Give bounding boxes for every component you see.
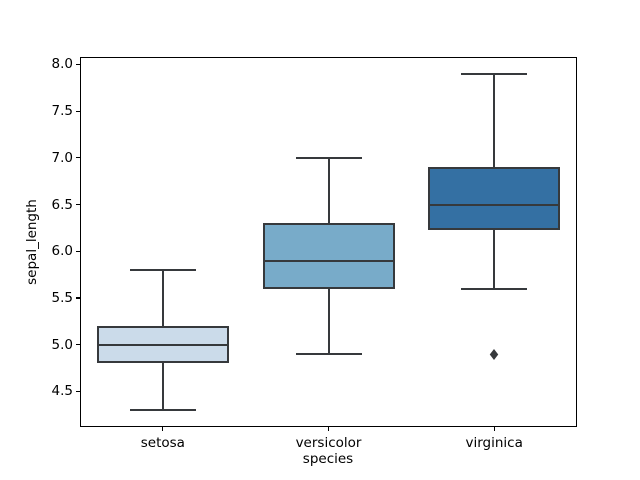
upper-whisker-cap	[461, 72, 528, 75]
y-tick-label: 5.5	[51, 290, 73, 307]
y-tick	[76, 204, 80, 206]
x-tick-label: virginica	[465, 435, 523, 451]
y-tick-label: 4.5	[51, 383, 73, 400]
y-tick	[76, 250, 80, 252]
y-tick-label: 8.0	[51, 56, 73, 73]
upper-whisker-cap	[129, 269, 196, 272]
lower-whisker-cap	[295, 353, 362, 356]
lower-whisker	[493, 230, 496, 289]
upper-whisker	[161, 270, 164, 327]
y-tick-label: 6.0	[51, 243, 73, 260]
y-tick	[76, 390, 80, 393]
upper-whisker	[493, 73, 496, 168]
x-tick	[327, 427, 330, 431]
y-tick-label: 5.0	[51, 336, 73, 353]
x-tick-label: versicolor	[295, 435, 362, 451]
median-line	[430, 203, 559, 206]
y-tick	[76, 344, 80, 346]
x-axis-label: species	[302, 451, 354, 467]
box-versicolor	[262, 223, 395, 289]
y-tick	[76, 110, 80, 112]
y-tick-label: 7.5	[51, 103, 73, 120]
y-tick	[76, 63, 80, 66]
y-tick-label: 7.0	[51, 149, 73, 166]
upper-whisker-cap	[295, 156, 362, 159]
median-line	[98, 343, 227, 346]
upper-whisker	[327, 157, 330, 224]
x-tick	[162, 427, 164, 431]
median-line	[264, 259, 393, 262]
y-tick-label: 6.5	[51, 196, 73, 213]
lower-whisker-cap	[129, 409, 196, 412]
box-virginica	[428, 167, 561, 231]
lower-whisker-cap	[461, 287, 528, 290]
x-tick-label: setosa	[140, 435, 185, 451]
y-tick	[76, 157, 80, 159]
lower-whisker	[161, 363, 164, 411]
lower-whisker	[327, 288, 330, 355]
y-tick	[76, 297, 80, 299]
x-tick	[493, 427, 495, 431]
